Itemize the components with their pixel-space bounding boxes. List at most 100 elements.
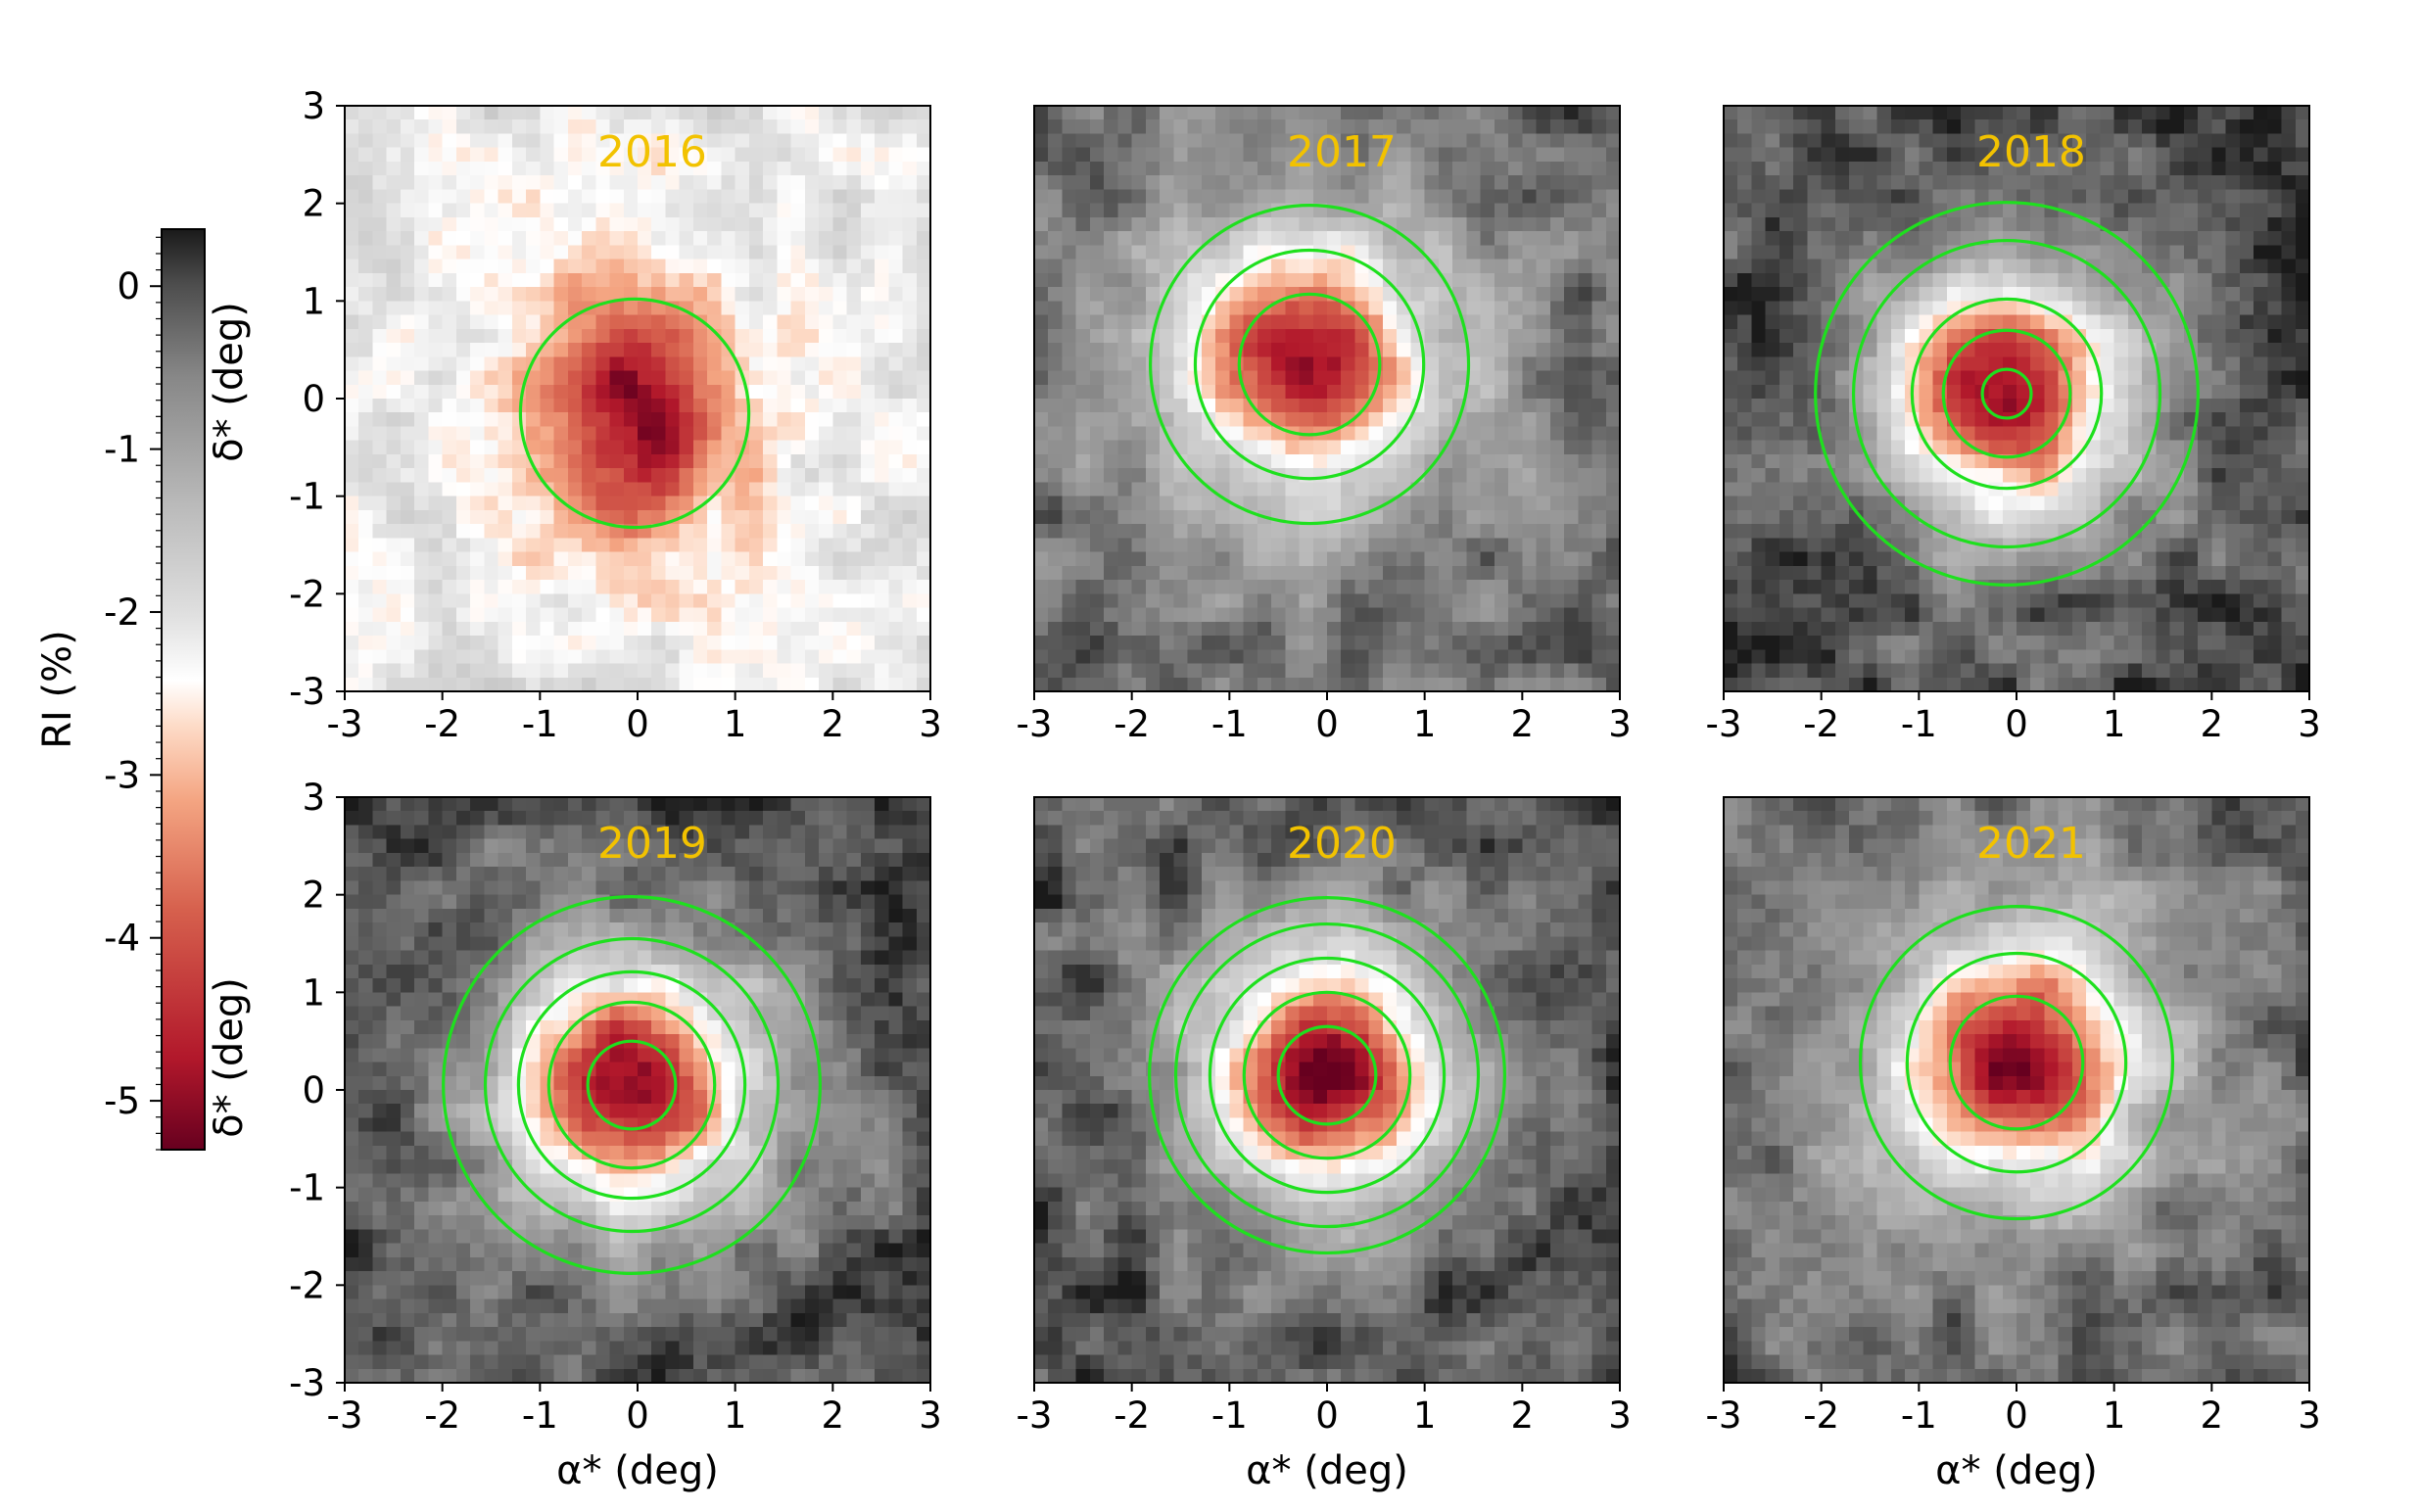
heatmap-cell bbox=[540, 607, 555, 623]
heatmap-cell bbox=[1751, 245, 1767, 260]
heatmap-cell bbox=[595, 565, 611, 581]
heatmap-cell bbox=[386, 496, 402, 511]
heatmap-cell bbox=[1988, 106, 2004, 120]
heatmap-cell bbox=[902, 565, 918, 581]
heatmap-cell bbox=[455, 314, 471, 330]
heatmap-cell bbox=[790, 426, 806, 442]
heatmap-cell bbox=[1034, 649, 1049, 665]
heatmap-cell bbox=[442, 106, 457, 120]
heatmap-cell bbox=[1591, 636, 1607, 650]
heatmap-cell bbox=[1201, 426, 1216, 442]
heatmap-cell bbox=[1452, 453, 1467, 469]
heatmap-cell bbox=[1145, 259, 1161, 274]
heatmap-cell bbox=[651, 245, 667, 260]
heatmap-cell bbox=[553, 399, 569, 413]
heatmap-cell bbox=[498, 301, 513, 316]
heatmap-cell bbox=[1549, 343, 1565, 357]
heatmap-cell bbox=[1131, 106, 1147, 120]
heatmap-cell bbox=[1382, 453, 1398, 469]
heatmap-cell bbox=[1821, 636, 1836, 650]
heatmap-cell bbox=[638, 412, 652, 428]
heatmap-cell bbox=[846, 203, 862, 218]
heatmap-cell bbox=[567, 551, 583, 567]
heatmap-cell bbox=[1312, 482, 1328, 497]
heatmap-cell bbox=[1201, 189, 1216, 205]
heatmap-cell bbox=[1131, 175, 1147, 191]
heatmap-cell bbox=[1821, 216, 1836, 232]
heatmap-cell bbox=[1549, 175, 1565, 191]
heatmap-cell bbox=[804, 636, 820, 650]
heatmap-cell bbox=[1974, 636, 1990, 650]
heatmap-cell bbox=[428, 133, 444, 149]
heatmap-cell bbox=[1724, 551, 1738, 567]
heatmap-cell bbox=[763, 621, 778, 637]
heatmap-cell bbox=[1104, 133, 1119, 149]
heatmap-cell bbox=[400, 231, 415, 246]
heatmap-cell bbox=[1765, 468, 1780, 484]
heatmap-cell bbox=[1508, 509, 1523, 525]
heatmap-cell bbox=[819, 538, 833, 553]
heatmap-cell bbox=[1438, 106, 1453, 120]
heatmap-cell bbox=[1946, 175, 1962, 191]
heatmap-cell bbox=[832, 399, 848, 413]
heatmap-cell bbox=[1549, 399, 1565, 413]
heatmap-cell bbox=[1145, 593, 1161, 609]
heatmap-cell bbox=[1536, 384, 1551, 400]
heatmap-cell bbox=[2156, 314, 2171, 330]
heatmap-cell bbox=[498, 440, 513, 455]
heatmap-cell bbox=[1215, 412, 1230, 428]
heatmap-cell bbox=[1131, 538, 1147, 553]
heatmap-cell bbox=[1508, 593, 1523, 609]
heatmap-cell bbox=[916, 426, 931, 442]
heatmap-cell bbox=[1271, 287, 1286, 302]
heatmap-cell bbox=[804, 370, 820, 386]
heatmap-cell bbox=[860, 175, 876, 191]
heatmap-cell bbox=[2017, 509, 2031, 525]
heatmap-cell bbox=[511, 509, 527, 525]
heatmap-cell bbox=[1117, 412, 1133, 428]
heatmap-cell bbox=[902, 453, 918, 469]
heatmap-cell bbox=[638, 440, 652, 455]
heatmap-cell bbox=[735, 343, 750, 357]
heatmap-cell bbox=[1961, 147, 1975, 163]
heatmap-cell bbox=[1793, 147, 1809, 163]
heatmap-cell bbox=[1578, 551, 1593, 567]
heatmap-cell bbox=[1075, 259, 1091, 274]
heatmap-cell bbox=[1271, 412, 1286, 428]
heatmap-cell bbox=[2156, 189, 2171, 205]
heatmap-cell bbox=[1438, 399, 1453, 413]
heatmap-cell bbox=[455, 551, 471, 567]
heatmap-cell bbox=[1104, 524, 1119, 539]
heatmap-cell bbox=[1737, 287, 1753, 302]
heatmap-cell bbox=[1397, 663, 1412, 679]
heatmap-cell bbox=[1271, 399, 1286, 413]
heatmap-cell bbox=[1578, 649, 1593, 665]
heatmap-cell bbox=[414, 175, 430, 191]
heatmap-cell bbox=[1578, 106, 1593, 120]
heatmap-cell bbox=[1905, 453, 1920, 469]
heatmap-cell bbox=[428, 593, 444, 609]
heatmap-cell bbox=[1974, 607, 1990, 623]
heatmap-cell bbox=[2002, 245, 2017, 260]
heatmap-cell bbox=[1048, 580, 1064, 594]
heatmap-cell bbox=[846, 119, 862, 135]
heatmap-cell bbox=[1145, 287, 1161, 302]
heatmap-cell bbox=[455, 147, 471, 163]
heatmap-cell bbox=[1737, 245, 1753, 260]
heatmap-cell bbox=[721, 677, 736, 692]
heatmap-cell bbox=[1285, 301, 1301, 316]
heatmap-cell bbox=[860, 106, 876, 120]
heatmap-cell bbox=[1932, 593, 1948, 609]
heatmap-cell bbox=[748, 538, 764, 553]
heatmap-cell bbox=[1508, 356, 1523, 372]
heatmap-cell bbox=[1271, 231, 1286, 246]
heatmap-cell bbox=[595, 175, 611, 191]
heatmap-cell bbox=[2030, 370, 2046, 386]
heatmap-cell bbox=[665, 412, 681, 428]
heatmap-cell bbox=[721, 272, 736, 288]
heatmap-cell bbox=[1285, 677, 1301, 692]
heatmap-cell bbox=[1480, 314, 1495, 330]
heatmap-cell bbox=[1737, 343, 1753, 357]
heatmap-cell bbox=[1145, 216, 1161, 232]
heatmap-cell bbox=[1807, 189, 1823, 205]
